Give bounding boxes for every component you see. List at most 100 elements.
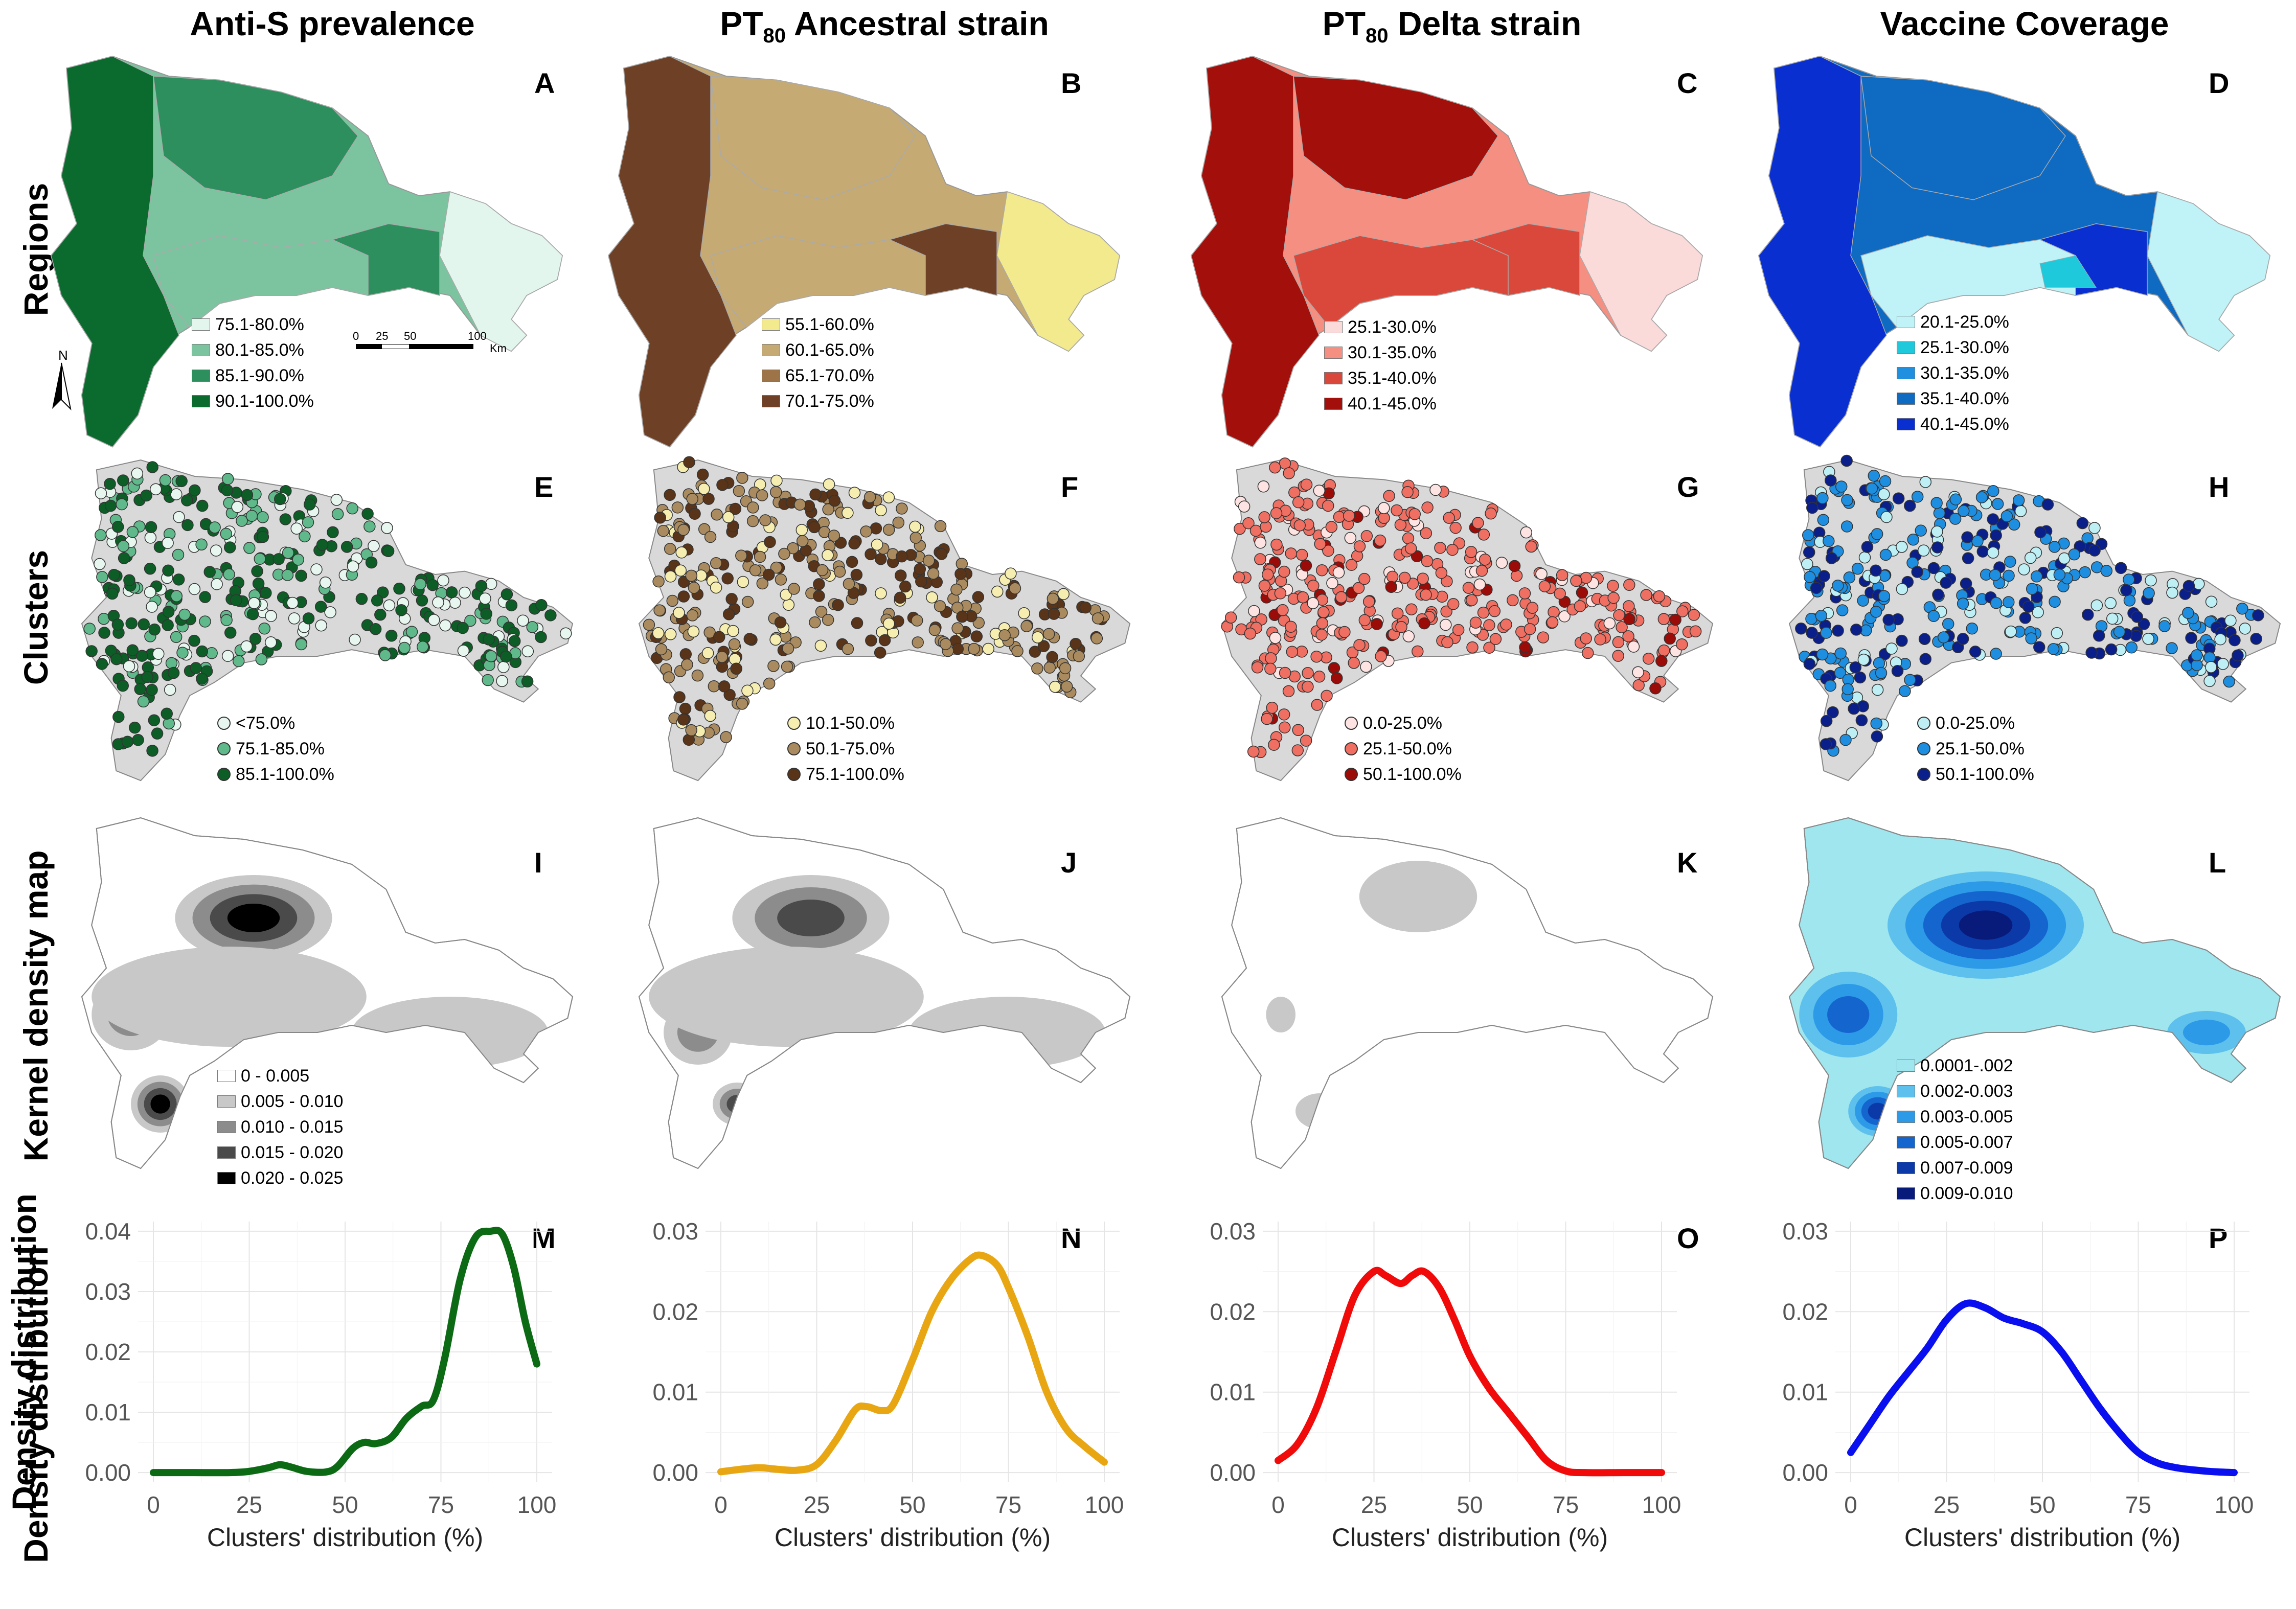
cluster-point: [1292, 496, 1305, 509]
cluster-point: [104, 477, 116, 490]
cluster-point: [643, 618, 655, 631]
cluster-point: [1279, 721, 1291, 733]
legend-item: 80.1-85.0%: [192, 337, 314, 363]
panel-letter-i: I: [534, 846, 542, 879]
panel-letter-l: L: [2209, 846, 2226, 879]
cluster-point: [1991, 498, 2004, 510]
cluster-point: [1957, 633, 1969, 645]
cluster-point: [1927, 562, 1940, 574]
cluster-point: [1244, 627, 1257, 640]
cluster-point: [2205, 595, 2218, 608]
cluster-point: [718, 680, 731, 693]
legend-swatch: [217, 768, 231, 781]
cluster-point: [331, 508, 344, 520]
cluster-point: [1449, 521, 1462, 534]
cluster-point: [121, 735, 134, 748]
cluster-point: [1664, 632, 1676, 645]
cluster-point: [1429, 484, 1442, 496]
cluster-point: [457, 622, 469, 634]
cluster-point: [98, 627, 110, 639]
cluster-point: [2142, 633, 2154, 645]
cluster-point: [2041, 498, 2054, 511]
cluster-point: [1315, 564, 1328, 577]
legend-label: 65.1-70.0%: [785, 366, 874, 385]
x-axis-label: Clusters' distribution (%): [775, 1523, 1051, 1552]
x-tick-label: 50: [1457, 1491, 1483, 1518]
cluster-point: [1092, 612, 1104, 625]
region-south: [710, 235, 926, 328]
cluster-point: [842, 507, 854, 519]
cluster-point: [679, 702, 692, 715]
cluster-point: [162, 564, 174, 577]
y-tick-label: 0.01: [85, 1399, 131, 1426]
legend-label: 0.005-0.007: [1920, 1133, 2013, 1152]
cluster-point: [1820, 715, 1833, 727]
cluster-point: [1249, 524, 1262, 537]
cluster-point: [664, 570, 677, 583]
cluster-point: [1858, 551, 1871, 564]
region-east: [2147, 191, 2270, 352]
cluster-point: [1465, 546, 1477, 558]
cluster-point: [286, 596, 299, 609]
cluster-point: [754, 550, 766, 563]
cluster-point: [1042, 628, 1055, 640]
legend-label: 35.1-40.0%: [1920, 389, 2009, 408]
cluster-point: [1331, 672, 1343, 684]
kernel-contour: [1349, 1075, 1369, 1097]
cluster-point: [1291, 744, 1304, 756]
cluster-point: [1843, 571, 1856, 584]
cluster-point: [521, 645, 534, 658]
cluster-point: [1452, 624, 1465, 636]
cluster-point: [1011, 645, 1024, 657]
cluster-point: [2090, 599, 2103, 612]
cluster-point: [110, 653, 123, 665]
cluster-point: [939, 638, 952, 650]
cluster-point: [675, 546, 688, 559]
cluster-point: [1313, 671, 1326, 683]
kernel-contour: [951, 1063, 994, 1088]
cluster-point: [137, 695, 150, 708]
legend-label: 0.015 - 0.020: [241, 1143, 344, 1162]
cluster-point: [1607, 591, 1620, 604]
cluster-point: [149, 483, 162, 496]
kernel-contour: [943, 1058, 1003, 1093]
legend-swatch: [1897, 1060, 1915, 1072]
cluster-point: [871, 538, 883, 551]
legend-label: 25.1-30.0%: [1348, 317, 1437, 337]
cluster-point: [426, 579, 439, 591]
legend-label: 75.1-85.0%: [236, 739, 325, 758]
cluster-point: [1314, 538, 1326, 550]
cluster-point: [1632, 679, 1645, 692]
cluster-point: [361, 508, 374, 520]
cluster-point: [181, 519, 194, 532]
cluster-point: [828, 530, 840, 542]
x-tick-label: 25: [236, 1491, 262, 1518]
cluster-point: [251, 565, 263, 578]
cluster-point: [2113, 626, 2126, 638]
cluster-point: [162, 619, 174, 631]
cluster-point: [295, 569, 307, 582]
cluster-point: [1443, 512, 1455, 524]
legend-item: 70.1-75.0%: [762, 388, 874, 414]
cluster-point: [1374, 534, 1386, 547]
legend-item: 0.0-25.0%: [1917, 710, 2034, 736]
x-tick-label: 100: [517, 1491, 557, 1518]
cluster-point: [883, 617, 895, 630]
legend-swatch: [1917, 742, 1930, 755]
legend-label: 0 - 0.005: [241, 1066, 310, 1086]
y-axis-label: Density distribution: [5, 1193, 43, 1510]
cluster-point: [1623, 600, 1635, 612]
cluster-point: [1300, 734, 1312, 747]
cluster-point: [482, 674, 494, 686]
cluster-point: [260, 587, 272, 599]
cluster-point: [302, 612, 315, 625]
cluster-point: [1820, 738, 1832, 750]
cluster-point: [781, 660, 793, 673]
cluster-point: [1802, 529, 1814, 541]
cluster-point: [117, 679, 129, 692]
x-tick-label: 75: [995, 1491, 1021, 1518]
cluster-point: [175, 475, 188, 488]
cluster-point: [517, 614, 529, 627]
panel-letter-j: J: [1061, 846, 1077, 879]
cluster-point: [1264, 662, 1277, 675]
